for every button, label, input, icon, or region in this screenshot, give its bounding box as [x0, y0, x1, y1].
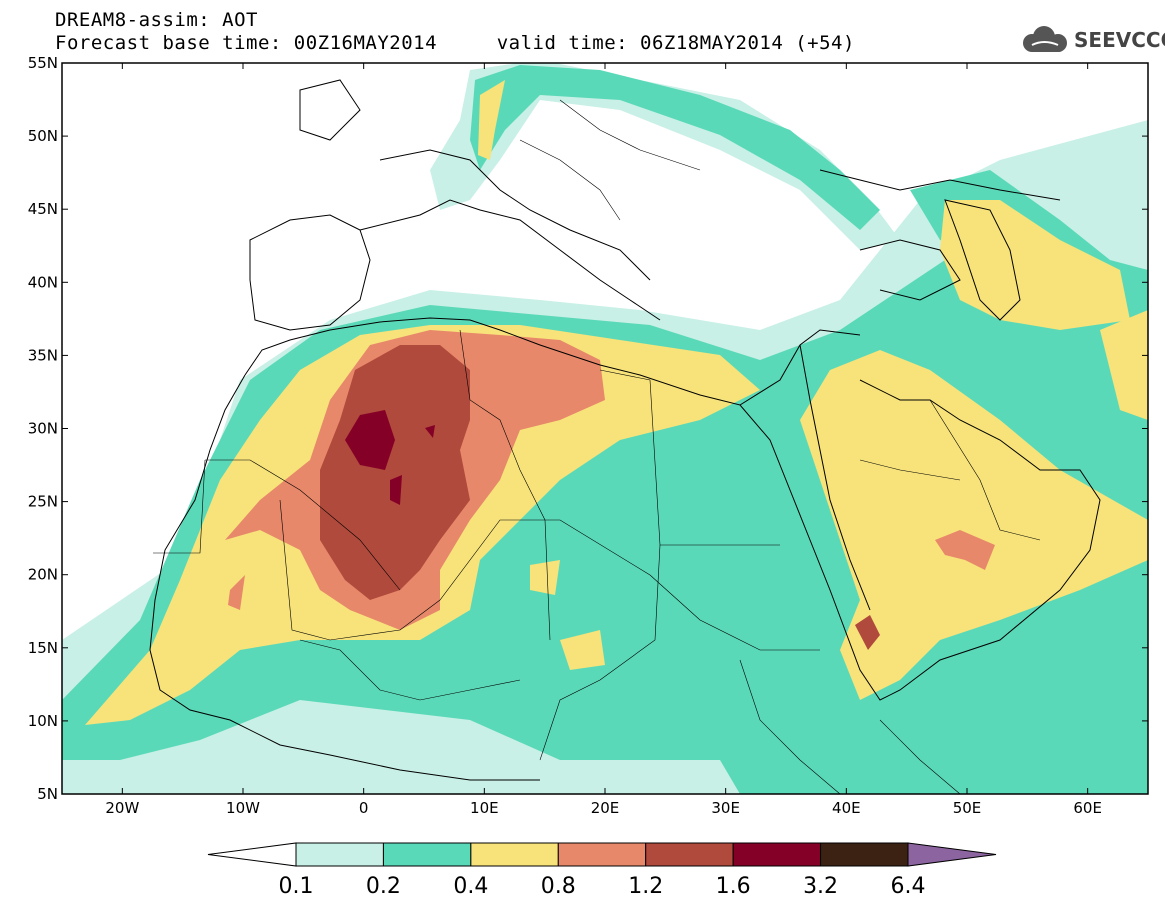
- lat-tick-label: 10N: [28, 712, 58, 730]
- lat-tick-label: 5N: [37, 785, 58, 803]
- forecast-time-line: Forecast base time: 00Z16MAY2014 valid t…: [55, 32, 855, 54]
- lon-tick-label: 0: [359, 799, 369, 817]
- lat-tick-label: 20N: [28, 566, 58, 584]
- lon-tick-label: 40E: [832, 799, 861, 817]
- lon-tick-label: 10E: [470, 799, 499, 817]
- lon-tick-label: 20E: [591, 799, 620, 817]
- colorbar-label: 0.2: [366, 874, 401, 899]
- lon-tick-label: 60E: [1073, 799, 1102, 817]
- lat-tick-label: 55N: [28, 54, 58, 72]
- lat-tick-label: 30N: [28, 420, 58, 438]
- colorbar-bin: [470, 842, 559, 867]
- colorbar-bin: [557, 842, 647, 867]
- colorbar-label: 3.2: [803, 874, 838, 899]
- lon-tick-label: 20W: [105, 799, 139, 817]
- colorbar-label: 0.4: [453, 874, 488, 899]
- colorbar-bin: [732, 842, 822, 867]
- lat-tick-label: 50N: [28, 127, 58, 145]
- cloud-icon: [1023, 26, 1067, 52]
- colorbar-label: 0.1: [279, 874, 314, 899]
- map-title: DREAM8-assim: AOT: [55, 9, 258, 31]
- lon-tick-label: 10W: [226, 799, 260, 817]
- logo-text: SEEVCCC: [1074, 28, 1165, 52]
- latitude-axis: 55N 50N 45N 40N 35N 30N 25N 20N 15N 10N 5N: [28, 54, 1148, 803]
- lon-tick-label: 50E: [953, 799, 982, 817]
- longitude-axis: 20W 10W 0 10E 20E 30E 40E 50E 60E: [105, 63, 1102, 817]
- lat-tick-label: 35N: [28, 346, 58, 364]
- colorbar-bin: [295, 842, 384, 867]
- lat-tick-label: 45N: [28, 200, 58, 218]
- lon-tick-label: 30E: [711, 799, 740, 817]
- colorbar: 0.1 0.2 0.4 0.8 1.2 1.6 3.2 6.4: [207, 842, 997, 899]
- colorbar-label: 0.8: [541, 874, 576, 899]
- colorbar-bin: [820, 842, 909, 867]
- colorbar-lower-arrow: [207, 842, 297, 867]
- lat-tick-label: 40N: [28, 273, 58, 291]
- colorbar-bin: [645, 842, 734, 867]
- colorbar-label: 6.4: [891, 874, 926, 899]
- lat-tick-label: 15N: [28, 639, 58, 657]
- colorbar-label: 1.2: [628, 874, 663, 899]
- lat-tick-label: 25N: [28, 493, 58, 511]
- colorbar-upper-arrow: [907, 842, 997, 867]
- colorbar-label: 1.6: [716, 874, 751, 899]
- aot-contours: [62, 63, 1148, 794]
- colorbar-bin: [382, 842, 472, 867]
